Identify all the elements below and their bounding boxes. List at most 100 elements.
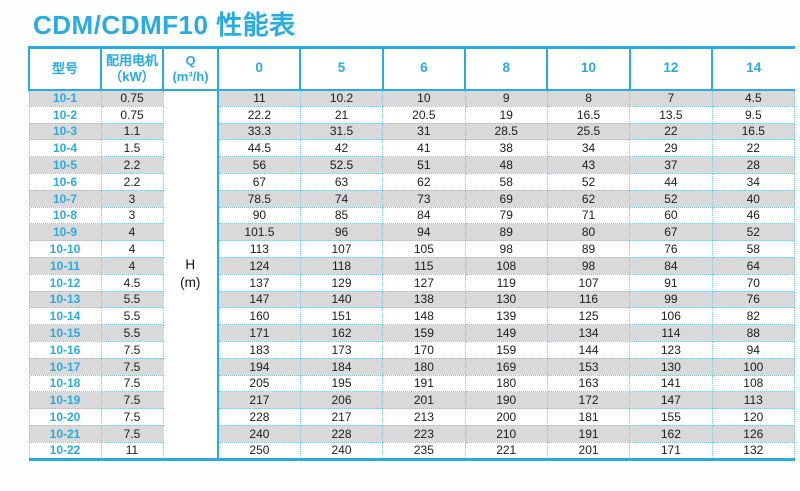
motor-kw-cell: 7.5 bbox=[100, 408, 164, 426]
head-value-cell: 70 bbox=[711, 273, 796, 292]
header-q-line2: (m³/h) bbox=[172, 68, 209, 84]
table-row: 10-2 0.75 22.2 21 20.5 19 16.5 13.5 9.5 bbox=[28, 105, 796, 124]
head-value-cell: 67 bbox=[629, 223, 713, 242]
motor-kw-cell: 5.5 bbox=[100, 290, 164, 309]
model-cell: 10-9 bbox=[28, 223, 102, 242]
table-row: 10-5 2.2 56 52.5 51 48 43 37 28 bbox=[28, 156, 796, 174]
model-cell: 10-3 bbox=[28, 122, 102, 141]
head-value-cell: 140 bbox=[299, 290, 384, 309]
head-value-cell: 105 bbox=[382, 240, 466, 258]
head-value-cell: 64 bbox=[711, 256, 796, 275]
head-value-cell: 16.5 bbox=[546, 105, 631, 124]
model-cell: 10-22 bbox=[28, 441, 102, 460]
head-value-cell: 114 bbox=[629, 324, 713, 342]
head-value-cell: 139 bbox=[464, 307, 548, 326]
head-value-cell: 34 bbox=[546, 139, 631, 158]
head-value-cell: 76 bbox=[711, 290, 796, 309]
head-value-cell: 96 bbox=[299, 223, 384, 242]
head-value-cell: 25.5 bbox=[546, 122, 631, 141]
head-value-cell: 127 bbox=[382, 273, 466, 292]
head-value-cell: 153 bbox=[546, 357, 631, 376]
model-cell: 10-11 bbox=[28, 256, 102, 275]
head-value-cell: 10.2 bbox=[299, 89, 384, 107]
head-value-cell: 28.5 bbox=[464, 122, 548, 141]
head-value-cell: 213 bbox=[382, 408, 466, 426]
head-value-cell: 113 bbox=[217, 240, 301, 258]
model-cell: 10-17 bbox=[28, 357, 102, 376]
head-value-cell: 163 bbox=[546, 374, 631, 393]
head-value-cell: 73 bbox=[382, 189, 466, 208]
head-value-cell: 42 bbox=[299, 139, 384, 158]
head-value-cell: 13.5 bbox=[629, 105, 713, 124]
head-value-cell: 151 bbox=[299, 307, 384, 326]
head-value-cell: 162 bbox=[299, 324, 384, 342]
head-value-cell: 217 bbox=[299, 408, 384, 426]
head-value-cell: 19 bbox=[464, 105, 548, 124]
head-value-cell: 172 bbox=[546, 391, 631, 410]
head-value-cell: 52 bbox=[711, 223, 796, 242]
head-value-cell: 85 bbox=[299, 206, 384, 225]
head-value-cell: 9 bbox=[464, 89, 548, 107]
head-value-cell: 144 bbox=[546, 340, 631, 359]
model-cell: 10-5 bbox=[28, 156, 102, 174]
model-cell: 10-14 bbox=[28, 307, 102, 326]
head-value-cell: 31.5 bbox=[299, 122, 384, 141]
head-value-cell: 183 bbox=[217, 340, 301, 359]
head-value-cell: 28 bbox=[711, 156, 796, 174]
header-model: 型号 bbox=[28, 47, 101, 91]
head-value-cell: 169 bbox=[464, 357, 548, 376]
head-value-cell: 240 bbox=[217, 424, 301, 443]
head-value-cell: 130 bbox=[629, 357, 713, 376]
head-value-cell: 79 bbox=[464, 206, 548, 225]
head-value-cell: 223 bbox=[382, 424, 466, 443]
model-cell: 10-4 bbox=[28, 139, 102, 158]
motor-kw-cell: 2.2 bbox=[100, 156, 164, 174]
table-row: 10-13 5.5 147 140 138 130 116 99 76 bbox=[28, 290, 796, 309]
motor-kw-cell: 5.5 bbox=[100, 324, 164, 342]
head-value-cell: 115 bbox=[382, 256, 466, 275]
head-value-cell: 41 bbox=[382, 139, 466, 158]
motor-kw-cell: 4 bbox=[100, 223, 164, 242]
head-value-cell: 124 bbox=[217, 256, 301, 275]
header-flow-q: Q (m³/h) bbox=[162, 47, 218, 91]
table-row: 10-11 4 124 118 115 108 98 84 64 bbox=[28, 256, 796, 275]
head-value-cell: 107 bbox=[299, 240, 384, 258]
table-row: 10-6 2.2 67 63 62 58 52 44 34 bbox=[28, 172, 796, 191]
table-row: 10-14 5.5 160 151 148 139 125 106 82 bbox=[28, 307, 796, 326]
head-value-cell: 180 bbox=[464, 374, 548, 393]
head-value-cell: 171 bbox=[629, 441, 713, 460]
head-value-cell: 159 bbox=[382, 324, 466, 342]
motor-kw-cell: 5.5 bbox=[100, 307, 164, 326]
head-value-cell: 44.5 bbox=[217, 139, 301, 158]
head-value-cell: 69 bbox=[464, 189, 548, 208]
head-value-cell: 240 bbox=[299, 441, 384, 460]
head-value-cell: 31 bbox=[382, 122, 466, 141]
header-flow-rate: 8 bbox=[464, 47, 548, 91]
head-value-cell: 62 bbox=[546, 189, 631, 208]
table-row: 10-12 4.5 137 129 127 119 107 91 70 bbox=[28, 273, 796, 292]
head-value-cell: 60 bbox=[629, 206, 713, 225]
head-value-cell: 228 bbox=[217, 408, 301, 426]
head-value-cell: 132 bbox=[711, 441, 796, 460]
table-row: 10-15 5.5 171 162 159 149 134 114 88 bbox=[28, 324, 796, 342]
head-value-cell: 8 bbox=[546, 89, 631, 107]
head-value-cell: 89 bbox=[546, 240, 631, 258]
table-row: 10-16 7.5 183 173 170 159 144 123 94 bbox=[28, 340, 796, 359]
model-cell: 10-15 bbox=[28, 324, 102, 342]
head-value-cell: 210 bbox=[464, 424, 548, 443]
head-value-cell: 58 bbox=[464, 172, 548, 191]
head-value-cell: 205 bbox=[217, 374, 301, 393]
table-row: 10-8 3 90 85 84 79 71 60 46 bbox=[28, 206, 796, 225]
head-value-cell: 22 bbox=[629, 122, 713, 141]
head-value-cell: 194 bbox=[217, 357, 301, 376]
head-value-cell: 191 bbox=[382, 374, 466, 393]
head-value-cell: 184 bbox=[299, 357, 384, 376]
head-value-cell: 235 bbox=[382, 441, 466, 460]
motor-kw-cell: 7.5 bbox=[100, 340, 164, 359]
head-value-cell: 159 bbox=[464, 340, 548, 359]
model-cell: 10-19 bbox=[28, 391, 102, 410]
head-value-cell: 22.2 bbox=[217, 105, 301, 124]
head-value-cell: 52 bbox=[546, 172, 631, 191]
model-cell: 10-20 bbox=[28, 408, 102, 426]
table-row: 10-17 7.5 194 184 180 169 153 130 100 bbox=[28, 357, 796, 376]
